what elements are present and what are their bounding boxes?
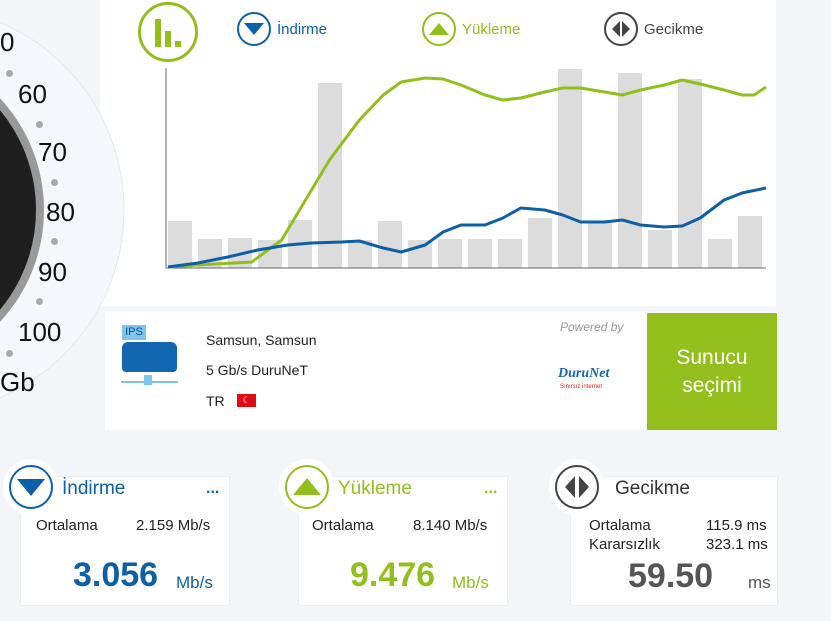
latency-bar (738, 216, 762, 268)
legend-download[interactable]: İndirme (237, 12, 327, 46)
gauge-tick: 0 (0, 27, 15, 57)
latency-bar (528, 218, 552, 268)
gauge-dot (51, 179, 58, 186)
gauge-tick: 80 (46, 197, 75, 227)
legend-upload[interactable]: Yükleme (422, 12, 520, 46)
gauge-dot (36, 121, 43, 128)
durunet-logo: DuruNet (558, 366, 610, 381)
latency-avg-label: Ortalama (589, 517, 651, 534)
latency-bar (378, 221, 402, 268)
latency-bar (708, 239, 732, 268)
download-avg-value: 2.159 Mb/s (136, 517, 211, 534)
gauge-dot (36, 298, 43, 305)
latency-card (570, 476, 778, 606)
server-country: TR (206, 393, 225, 409)
latency-unit: ms (748, 573, 771, 592)
ips-badge: IPS (122, 325, 146, 340)
upload-avg-label: Ortalama (312, 517, 374, 534)
legend-label: Yükleme (462, 20, 521, 38)
upload-more-button[interactable]: ... (484, 480, 498, 497)
durunet-logo-slogan: Sınırsız internet (560, 384, 603, 390)
gauge-dot (6, 70, 13, 77)
legend-label: İndirme (277, 20, 328, 38)
download-more-button[interactable]: ... (206, 480, 220, 497)
latency-bar (678, 79, 702, 268)
upload-avg-value: 8.140 Mb/s (413, 517, 488, 534)
latency-bar (618, 73, 642, 268)
gauge-tick: 90 (38, 257, 67, 287)
gauge-unit: Gb (0, 367, 35, 397)
upload-badge (279, 459, 335, 515)
speed-gauge (0, 21, 125, 399)
upload-speed: 9.476 (350, 556, 436, 594)
latency-bar (168, 221, 192, 268)
gauge-dot (51, 238, 58, 245)
upload-line (167, 76, 767, 269)
download-line (167, 186, 767, 269)
latency-jitter-label: Kararsızlık (589, 536, 660, 553)
server-select-button[interactable]: Sunucu seçimi (647, 313, 777, 430)
latency-avg-value: 115.9 ms (706, 517, 767, 534)
latency-bar (468, 239, 492, 268)
latency-bar (318, 83, 342, 268)
upload-title: Yükleme (338, 478, 412, 499)
download-title: İndirme (62, 478, 126, 499)
gauge-dial (0, 98, 44, 322)
server-icon: IPS (120, 325, 180, 387)
latency-title: Gecikme (615, 478, 690, 499)
gauge-dot (6, 350, 13, 357)
legend-label: Gecikme (644, 20, 704, 38)
chart-toggle-icon[interactable] (138, 2, 198, 62)
legend-latency[interactable]: Gecikme (604, 12, 703, 46)
latency-bar (438, 239, 462, 268)
latency-bar (558, 69, 582, 268)
gauge-tick: 100 (18, 317, 62, 347)
latency-badge (549, 459, 605, 515)
latency-value: 59.50 (628, 557, 714, 595)
gauge-tick: 60 (18, 79, 47, 109)
powered-by: Powered by (560, 320, 624, 334)
latency-bar (648, 230, 672, 268)
gauge-tick: 70 (38, 137, 67, 167)
download-icon (237, 12, 271, 46)
latency-icon (604, 12, 638, 46)
server-city: Samsun, Samsun (206, 332, 317, 348)
download-avg-label: Ortalama (36, 517, 98, 534)
upload-card (298, 476, 508, 606)
download-badge (3, 459, 59, 515)
latency-bar (498, 239, 522, 268)
latency-bar (588, 221, 612, 268)
server-provider: 5 Gb/s DuruNeT (206, 362, 308, 378)
upload-unit: Mb/s (452, 573, 489, 592)
turkey-flag-icon: ☾ (237, 394, 256, 407)
speed-chart (165, 68, 767, 269)
upload-icon (422, 12, 456, 46)
download-unit: Mb/s (176, 573, 213, 592)
latency-jitter-value: 323.1 ms (706, 536, 768, 553)
download-speed: 3.056 (73, 556, 159, 594)
